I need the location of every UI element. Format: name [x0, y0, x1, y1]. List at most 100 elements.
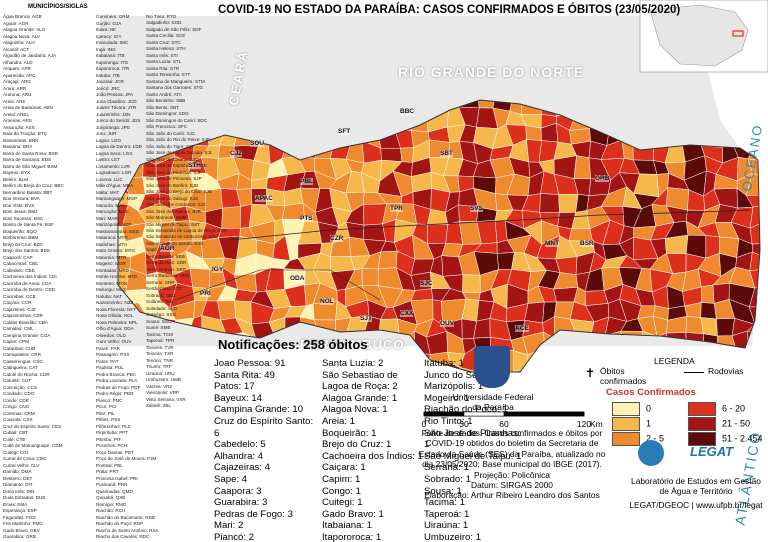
municipality-item: Borborema: BBM: [3, 235, 39, 240]
deaths-item: Rio Tinto: 1: [424, 415, 473, 427]
municipality-item: São José de Espinharas: SJE: [146, 163, 207, 169]
deaths-item: Areia: 1: [322, 415, 356, 427]
municipality: [762, 363, 768, 386]
deaths-item: Alhandra: 4: [214, 450, 264, 462]
lab-name: Laboratório de Estudos em Gestão de Água…: [631, 476, 761, 496]
municipality-item: São José dos Cordeiros: SJC: [146, 202, 207, 208]
municipality-item: Dona Inês: DIN: [3, 488, 35, 494]
municipality: [573, 155, 592, 179]
legend-item: 1: [612, 417, 651, 431]
municipality-item: Riachão do Poço: RDP: [96, 521, 144, 526]
scale-tick-label: 120: [577, 419, 591, 429]
municipality-item: Soledade: SLD: [146, 305, 177, 311]
municipality: [745, 172, 760, 196]
municipality: [700, 302, 717, 320]
legend-item: 2 - 5: [612, 432, 664, 446]
municipality-item: Mogeiro: MGR: [96, 261, 126, 266]
municipality-item: Alcantil: ACT: [3, 46, 30, 52]
municipality-code: ODA: [290, 275, 305, 282]
municipality-item: Cajazeirinhas: CZR: [3, 313, 43, 318]
municipality-item: Imaculada: IMC: [96, 40, 129, 45]
municipality-item: Malta: MAT: [96, 189, 120, 195]
municipality-item: Boqueirão: BQO: [3, 228, 37, 234]
municipality-item: Congo: CNG: [3, 404, 30, 409]
deaths-item: Alagoa Nova: 1: [322, 404, 388, 416]
state-label: PERNAMBUCO: [300, 337, 405, 352]
municipality-item: Logradouro: LGR: [96, 170, 132, 175]
municipality-item: Mulungu: MLG: [96, 287, 127, 292]
municipality-item: Queimadas: QMD: [96, 488, 133, 494]
municipality: [553, 351, 578, 372]
deaths-item: São José de Piranhas: 1: [424, 427, 521, 451]
municipality-item: São José dos Ramos: SJR: [146, 208, 201, 214]
municipality-item: Mari: MAR: [96, 215, 118, 221]
municipality-item: Duas Estradas: DUE: [3, 495, 46, 500]
scale-tick-label: 30: [459, 419, 469, 429]
municipality-item: Gurjão: GJA: [96, 20, 122, 26]
municipality-item: Pedras de Fogo: PDF: [96, 384, 141, 390]
municipality-item: São Domingos do Cariri: SDC: [146, 117, 208, 123]
municipality-item: Rio Tinto: RTO: [146, 14, 177, 19]
municipality-item: Diamante: DIT: [3, 482, 33, 487]
municipality-item: Pilar: PIL: [96, 410, 115, 416]
municipality-code: ACE: [515, 325, 529, 332]
municipality-item: Itatuba: ITB: [96, 72, 120, 78]
municipality-item: Nova Floresta: NFT: [96, 306, 137, 312]
municipality-code: PTS: [300, 215, 313, 222]
municipality-item: Lucena: LUC: [96, 176, 123, 182]
municipality-item: Teixeira: TXR: [146, 351, 174, 357]
municipality-item: Sobrado: SBD: [146, 292, 176, 298]
municipality-item: Cacimba de Dentro: CDD: [3, 287, 56, 292]
deaths-title: Notificações: 258 óbitos: [218, 337, 368, 352]
municipality-item: Olho d'Água: ODA: [96, 326, 134, 331]
municipality-item: Sousa: SOU: [146, 318, 172, 324]
municipality-item: Bom Jesus: BMJ: [3, 209, 38, 214]
municipality-code: BSR: [580, 240, 594, 247]
municipality-item: Sumé: SME: [146, 325, 171, 331]
municipality-item: Marcação: MAC: [96, 209, 129, 214]
municipality-item: Jacaraú: JCR: [96, 79, 124, 84]
municipality-item: Lagoa Seca: LGS: [96, 150, 133, 156]
deaths-item: Santa Rita: 49: [214, 369, 275, 381]
municipality: [362, 223, 387, 242]
municipality-item: Paulista: PUL: [96, 365, 124, 370]
municipality-item: Curral de Cima: CDC: [3, 456, 47, 461]
deaths-item: Tacima: 1: [424, 497, 466, 509]
deaths-item: Cabedelo: 5: [214, 439, 266, 451]
inset-highlight: [732, 30, 744, 37]
municipality: [745, 194, 760, 208]
municipality: [525, 125, 542, 141]
municipality-item: Matinhas: MTH: [96, 241, 128, 247]
legend-swatch: [612, 417, 640, 431]
municipality-item: Curral Velho: CLV: [3, 462, 40, 468]
deaths-item: Mogeiro: 1: [424, 392, 470, 404]
municipality-item: Esperança: ESP: [3, 508, 37, 513]
municipality-item: Catingueira: CAT: [3, 365, 38, 370]
municipality-item: Tenório: TNR: [146, 357, 173, 363]
municipality-code: GRB: [595, 175, 610, 182]
municipality-item: Santa Helena: STH: [146, 46, 186, 52]
deaths-item: Junco do Seridó: 1: [424, 369, 505, 381]
municipality: [700, 317, 718, 337]
source-line: Elaboração: Arthur Ribeiro Leandro dos S…: [424, 490, 600, 501]
municipality-item: Cacimbas: CCB: [3, 293, 36, 299]
municipality-code: SOU: [250, 140, 265, 147]
road-symbol: [684, 372, 704, 373]
scale-unit: Km: [590, 419, 603, 429]
deaths-column: Joao Pessoa: 91 Santa Rita: 49 Patos: 17 Ba…: [214, 358, 318, 542]
municipality-item: São Sebastião do Umbuzeiro: SSU: [146, 234, 218, 240]
legend-swatch: [688, 432, 716, 446]
municipality-code: IGY: [212, 266, 224, 273]
municipality-item: Tacima: TCM: [146, 331, 173, 337]
municipality-item: Guarabira: GRB: [3, 534, 36, 539]
municipality-item: Brejo do Cruz: BDC: [3, 241, 44, 247]
legend-item: 51 - 2.454: [688, 432, 763, 446]
deaths-item: São Miguel de Taipú: 1: [424, 450, 522, 462]
municipality-item: Pitimbu: PIT: [96, 436, 122, 442]
road: [229, 209, 751, 241]
municipality: [761, 381, 768, 400]
legend-label: 1: [646, 418, 652, 429]
municipality-item: Serra da Raiz: SDR: [146, 260, 187, 266]
municipality-item: Montadas: MTD: [96, 267, 129, 273]
